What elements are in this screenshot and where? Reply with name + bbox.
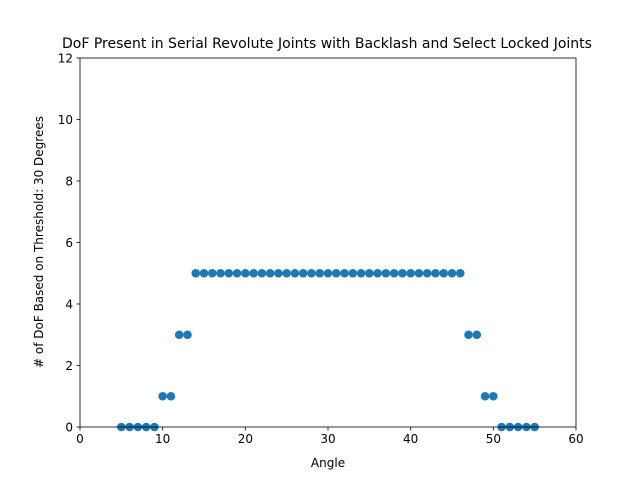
data-point	[232, 268, 242, 278]
data-point	[414, 268, 424, 278]
x-tick-label: 10	[155, 432, 170, 446]
data-point	[158, 391, 167, 401]
data-point	[257, 268, 267, 278]
data-point	[472, 330, 482, 340]
data-point	[331, 268, 341, 278]
data-point	[298, 268, 308, 278]
y-axis-label: # of DoF Based on Threshold: 30 Degrees	[32, 116, 46, 368]
y-tick-label: 0	[65, 420, 73, 434]
data-point	[455, 268, 465, 278]
data-point	[199, 268, 209, 278]
data-point	[464, 330, 473, 340]
data-point	[447, 268, 457, 278]
data-point	[480, 391, 490, 401]
x-tick-label: 20	[238, 432, 253, 446]
x-tick-label: 40	[403, 432, 418, 446]
data-point	[174, 330, 184, 340]
data-point	[224, 268, 234, 278]
data-point	[166, 391, 176, 401]
data-point	[290, 268, 300, 278]
data-point	[282, 268, 291, 278]
data-point	[373, 268, 382, 278]
data-point	[389, 268, 399, 278]
data-point	[315, 268, 325, 278]
data-point	[249, 268, 258, 278]
data-point	[365, 268, 374, 278]
data-point	[422, 268, 432, 278]
axes: 0 10 20 30 40 50 60 0 2 4 6 8 10 12	[58, 51, 584, 446]
data-point	[191, 268, 201, 278]
data-point	[348, 268, 358, 278]
x-tick-label: 60	[568, 432, 583, 446]
data-point	[356, 268, 366, 278]
data-point	[340, 268, 349, 278]
data-point	[489, 391, 498, 401]
data-point	[265, 268, 275, 278]
x-axis-label: Angle	[311, 456, 345, 470]
data-point	[274, 268, 283, 278]
x-tick-label: 0	[76, 432, 84, 446]
y-tick-label: 2	[65, 359, 73, 373]
y-tick-label: 8	[65, 174, 73, 188]
data-point	[307, 268, 316, 278]
y-tick-label: 12	[58, 51, 73, 65]
x-tick-label: 30	[320, 432, 335, 446]
y-tick-label: 4	[65, 297, 73, 311]
data-point	[398, 268, 407, 278]
data-point	[207, 268, 217, 278]
data-point	[381, 268, 391, 278]
data-point	[216, 268, 225, 278]
y-tick-label: 10	[58, 113, 73, 127]
x-tick-label: 50	[486, 432, 501, 446]
data-point	[406, 268, 415, 278]
data-point	[323, 268, 333, 278]
data-point	[431, 268, 440, 278]
axes-frame	[79, 57, 577, 428]
chart-title: DoF Present in Serial Revolute Joints wi…	[62, 36, 592, 52]
y-tick-label: 6	[65, 236, 73, 250]
data-point	[241, 268, 250, 278]
data-point	[183, 330, 192, 340]
data-point	[439, 268, 449, 278]
plot-area	[117, 268, 539, 432]
